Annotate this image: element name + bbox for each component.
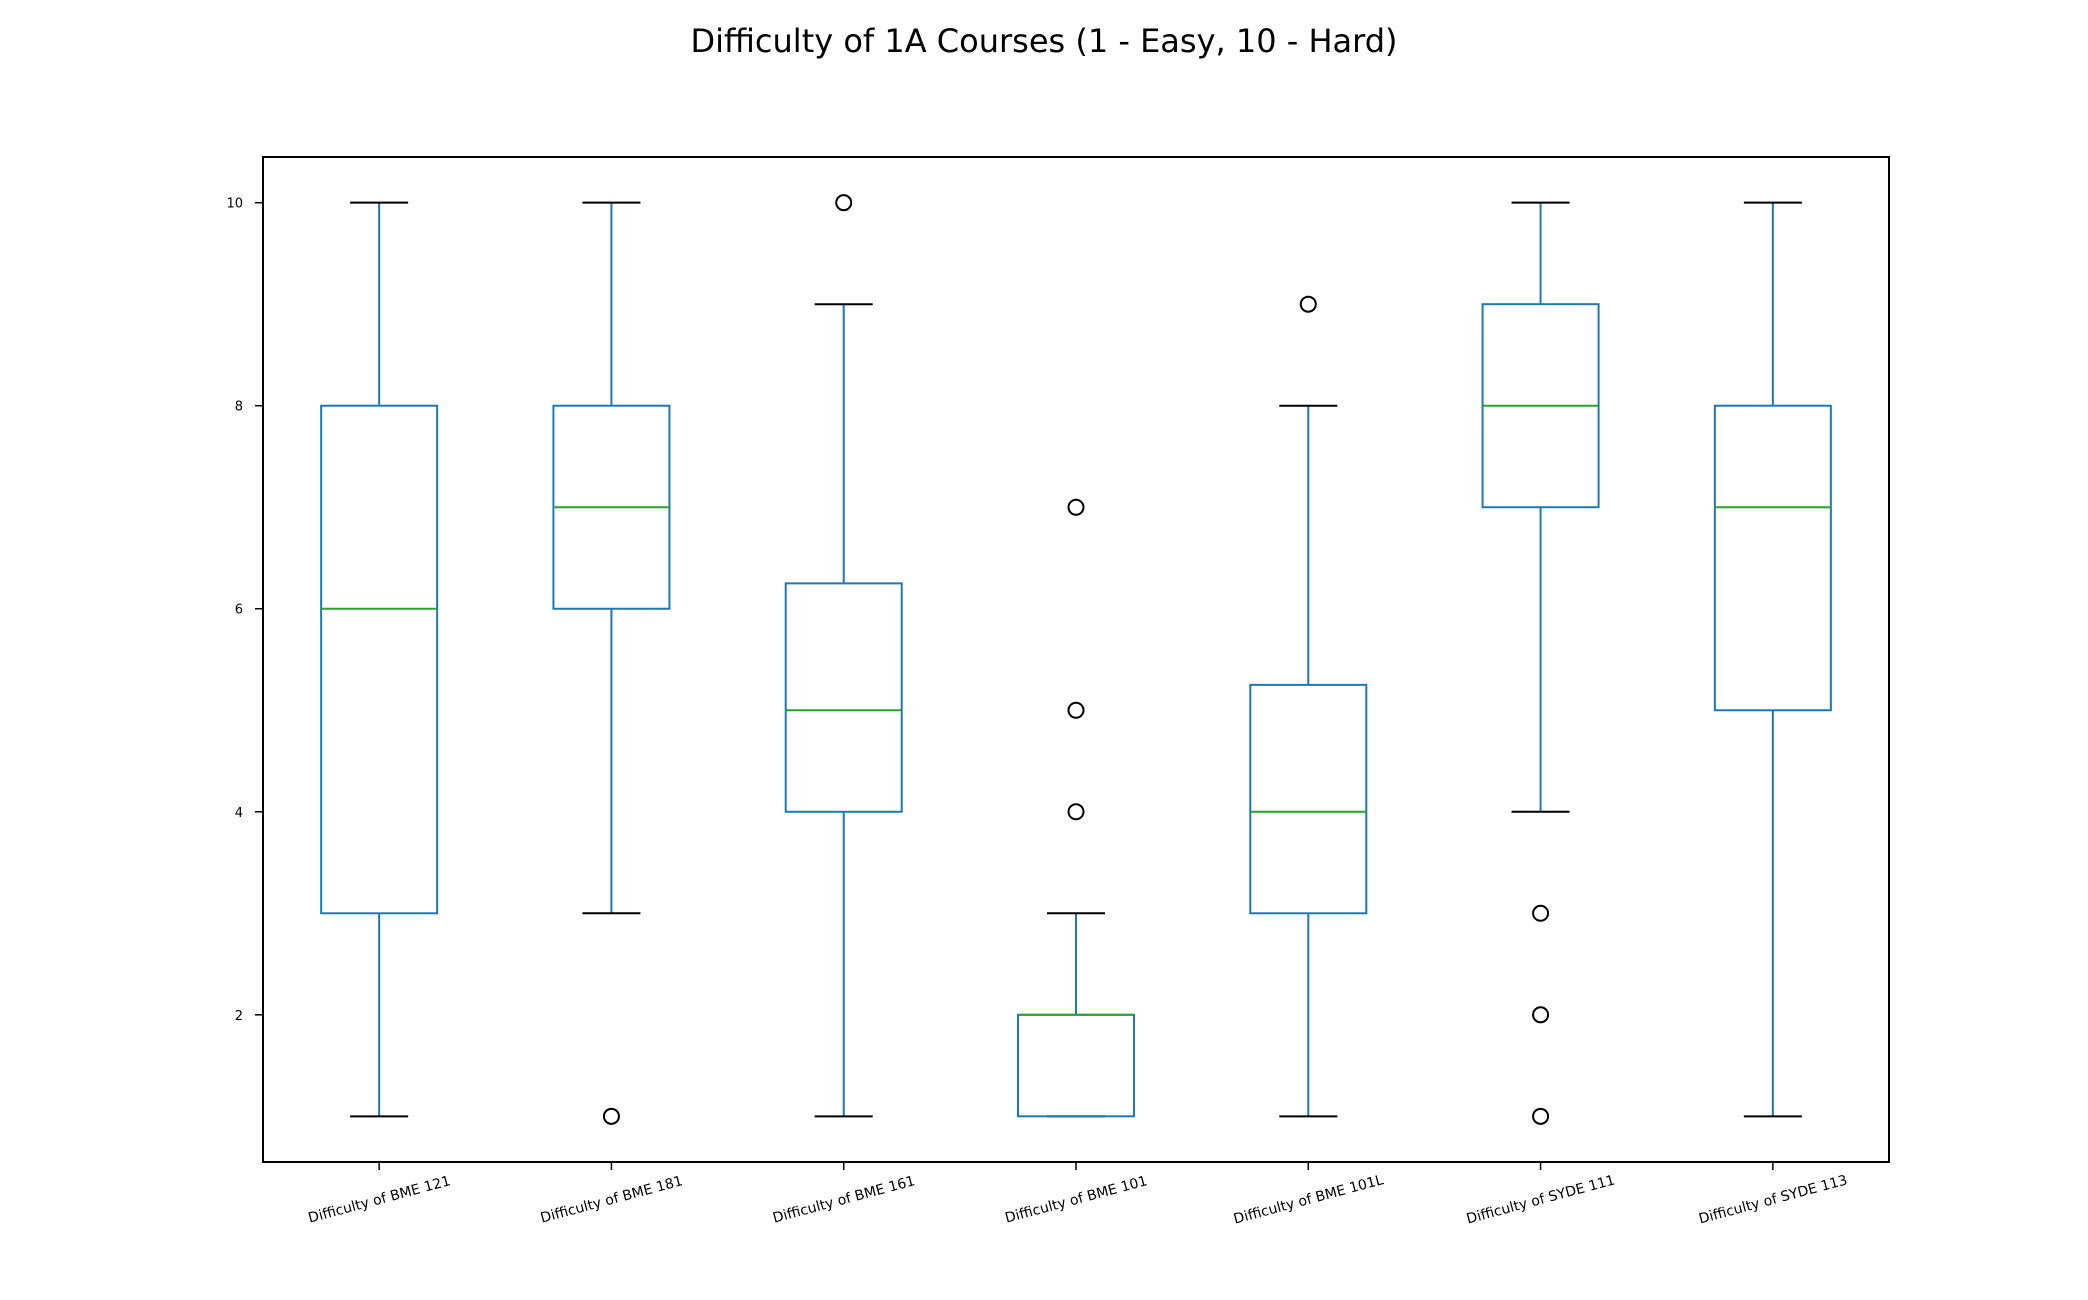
x-tick-label: Difficulty of BME 121 [307, 1173, 453, 1226]
outlier-point [835, 194, 853, 212]
x-tick-label: Difficulty of BME 161 [771, 1173, 917, 1226]
outlier-point [1067, 701, 1085, 719]
iqr-box [1713, 404, 1832, 712]
outlier-point [1067, 803, 1085, 821]
outlier-point [1532, 1006, 1550, 1024]
outlier-point [1299, 295, 1317, 313]
chart-title: Difficulty of 1A Courses (1 - Easy, 10 -… [690, 22, 1397, 60]
x-tick-label: Difficulty of SYDE 111 [1465, 1172, 1617, 1227]
outlier-point [1067, 498, 1085, 516]
box-series [320, 194, 1832, 1125]
box-group [552, 201, 671, 1125]
box-group [784, 194, 903, 1118]
outlier-point [602, 1107, 620, 1125]
box-group [320, 201, 439, 1118]
box-group [1249, 295, 1368, 1118]
iqr-box [1017, 1013, 1135, 1118]
x-tick-label: Difficulty of BME 101 [1003, 1173, 1149, 1226]
x-tick-label: Difficulty of BME 101L [1232, 1172, 1385, 1227]
y-tick-label: 10 [226, 197, 243, 212]
outlier-point [1532, 1107, 1550, 1125]
box-group [1481, 201, 1600, 1125]
iqr-box [320, 404, 439, 915]
y-tick-label: 6 [235, 603, 243, 618]
y-axis: 2 4 6 8 10 [226, 197, 263, 1024]
y-tick-label: 2 [235, 1009, 243, 1024]
x-tick-label: Difficulty of SYDE 113 [1697, 1172, 1849, 1227]
y-tick-label: 4 [235, 806, 243, 821]
box-group [1713, 201, 1832, 1118]
x-tick-label: Difficulty of BME 181 [539, 1173, 685, 1226]
y-tick-label: 8 [235, 400, 243, 415]
x-axis: Difficulty of BME 121 Difficulty of BME 1… [307, 1162, 1849, 1228]
iqr-box [784, 582, 903, 813]
outlier-point [1532, 904, 1550, 922]
iqr-box [1249, 683, 1368, 915]
box-group [1017, 498, 1135, 1118]
